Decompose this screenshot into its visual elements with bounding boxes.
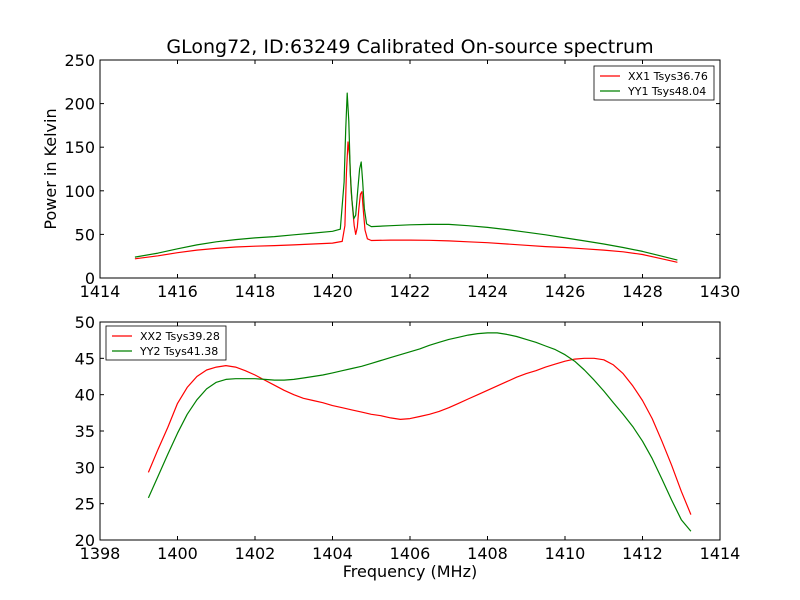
legend-label: YY2 Tsys41.38 bbox=[139, 345, 218, 358]
y-tick-label: 50 bbox=[75, 313, 95, 332]
chart-title: GLong72, ID:63249 Calibrated On-source s… bbox=[166, 36, 653, 58]
x-tick-label: 1410 bbox=[545, 544, 586, 563]
y-tick-label: 25 bbox=[75, 495, 95, 514]
y-tick-label: 250 bbox=[64, 51, 95, 70]
legend-box bbox=[105, 325, 227, 361]
x-tick-label: 1420 bbox=[312, 282, 353, 301]
y-tick-label: 45 bbox=[75, 349, 95, 368]
y-tick-label: 20 bbox=[75, 531, 95, 550]
y-tick-label: 50 bbox=[75, 225, 95, 244]
series-line-yy bbox=[147, 332, 692, 532]
x-tick-label: 1426 bbox=[545, 282, 586, 301]
series-line-xx bbox=[147, 357, 692, 515]
x-tick-label: 1414 bbox=[80, 282, 121, 301]
x-tick-label: 1430 bbox=[700, 282, 741, 301]
x-axis-label: Frequency (MHz) bbox=[343, 562, 477, 581]
y-tick-label: 200 bbox=[64, 95, 95, 114]
x-tick-label: 1414 bbox=[700, 544, 741, 563]
y-tick-label: 30 bbox=[75, 458, 95, 477]
x-tick-label: 1412 bbox=[622, 544, 663, 563]
x-tick-label: 1416 bbox=[157, 282, 198, 301]
x-tick-label: 1408 bbox=[467, 544, 508, 563]
y-tick-label: 100 bbox=[64, 182, 95, 201]
x-tick-label: 1422 bbox=[390, 282, 431, 301]
y-tick-label: 35 bbox=[75, 422, 95, 441]
bottom-plot: 1398 1400 1402 1404 1406 1408 1410 1412 1414 20 25… bbox=[75, 313, 741, 581]
x-tick-label: 1404 bbox=[312, 544, 353, 563]
x-tick-label: 1428 bbox=[622, 282, 663, 301]
top-plot: 1414 1416 1418 1420 1422 1424 1426 1428 1430 0 50 1… bbox=[41, 51, 740, 301]
legend: XX1 Tsys36.76 YY1 Tsys48.04 bbox=[593, 65, 715, 101]
x-tick-label: 1398 bbox=[80, 544, 121, 563]
series-line-xx bbox=[134, 141, 678, 263]
x-tick-label: 1406 bbox=[390, 544, 431, 563]
legend-box bbox=[593, 65, 715, 101]
y-tick-label: 0 bbox=[85, 269, 95, 288]
legend-label: XX2 Tsys39.28 bbox=[140, 330, 220, 343]
y-axis-label: Power in Kelvin bbox=[41, 108, 60, 229]
y-tick-label: 40 bbox=[75, 386, 95, 405]
legend-label: XX1 Tsys36.76 bbox=[628, 70, 708, 83]
x-tick-label: 1400 bbox=[157, 544, 198, 563]
series-line-yy bbox=[134, 92, 678, 261]
legend: XX2 Tsys39.28 YY2 Tsys41.38 bbox=[105, 325, 227, 361]
x-tick-label: 1424 bbox=[467, 282, 508, 301]
y-tick-label: 150 bbox=[64, 138, 95, 157]
x-tick-label: 1402 bbox=[235, 544, 276, 563]
legend-label: YY1 Tsys48.04 bbox=[627, 85, 706, 98]
x-tick-label: 1418 bbox=[235, 282, 276, 301]
